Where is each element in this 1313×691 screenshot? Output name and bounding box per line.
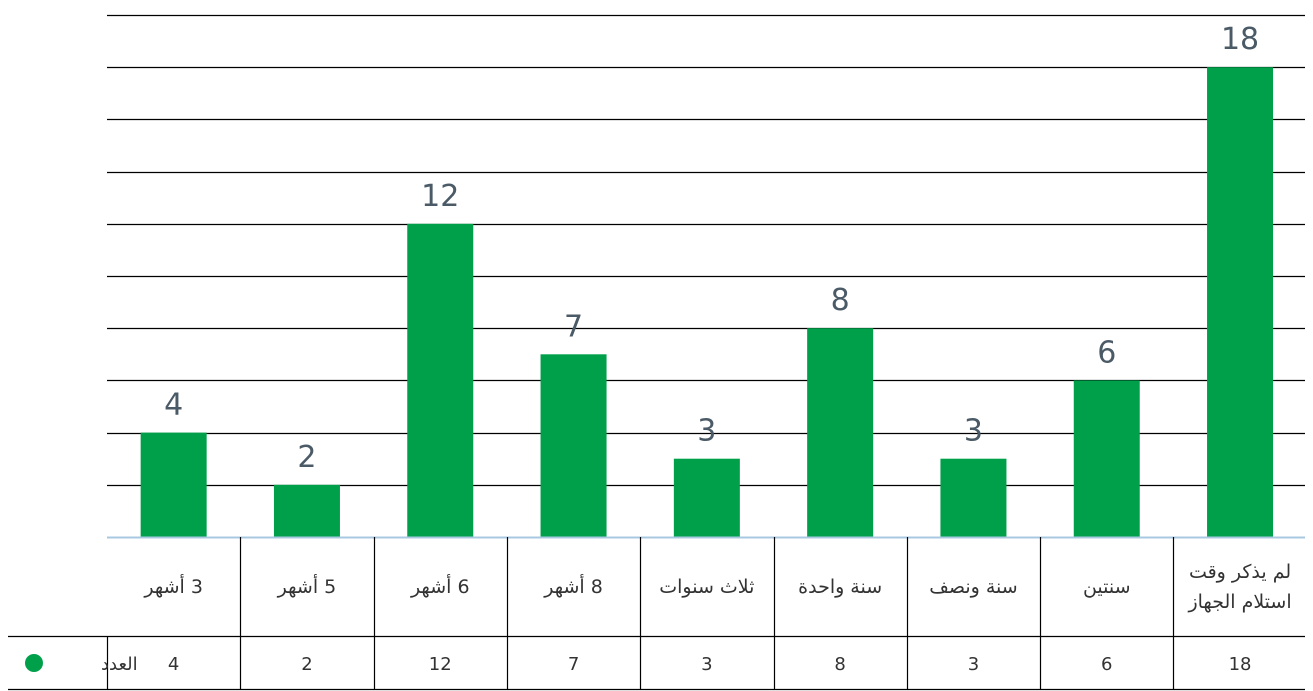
legend-marker <box>25 654 43 672</box>
bar <box>940 458 1007 537</box>
bar-value-label: 3 <box>697 414 716 449</box>
table-value-cell: 6 <box>1101 654 1112 675</box>
x-tick-label: استلام الجهاز <box>1187 591 1291 613</box>
bar-value-label: 4 <box>164 388 183 423</box>
x-tick-label: 3 أشهر <box>143 574 203 598</box>
bar <box>540 354 607 537</box>
x-tick-label: 8 أشهر <box>543 574 603 598</box>
legend-label: العدد <box>101 654 138 675</box>
bar-value-label: 18 <box>1221 22 1259 57</box>
bar <box>407 223 474 538</box>
x-tick-label: سنة واحدة <box>798 576 882 598</box>
bar <box>1073 380 1140 537</box>
bar-value-label: 8 <box>831 283 850 318</box>
x-tick-label: 6 أشهر <box>410 574 470 598</box>
table-value-cell: 12 <box>429 654 452 675</box>
table-value-cell: 7 <box>568 654 579 675</box>
table-value-cell: 3 <box>701 654 712 675</box>
bar <box>273 484 340 537</box>
x-tick-label: سنة ونصف <box>929 576 1018 598</box>
table-value-cell: 4 <box>168 654 179 675</box>
table-value-cell: 8 <box>834 654 845 675</box>
table-value-cell: 3 <box>968 654 979 675</box>
bar-value-label: 2 <box>297 440 316 475</box>
bar <box>807 328 874 537</box>
x-tick-label: ثلاث سنوات <box>659 576 754 598</box>
bar-value-label: 12 <box>421 179 459 214</box>
bar <box>140 432 207 537</box>
table-value-cell: 2 <box>301 654 312 675</box>
x-tick-label: سنتين <box>1083 576 1131 598</box>
x-tick-label: لم يذكر وقت <box>1189 561 1291 583</box>
bar <box>1207 67 1274 537</box>
x-tick-label: 5 أشهر <box>277 574 337 598</box>
table-value-cell: 18 <box>1229 654 1252 675</box>
bar-value-label: 6 <box>1097 335 1116 370</box>
bar-value-label: 7 <box>564 309 583 344</box>
bar-value-label: 3 <box>964 414 983 449</box>
bar <box>673 458 740 537</box>
